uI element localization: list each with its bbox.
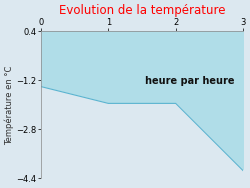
Text: heure par heure: heure par heure — [145, 76, 235, 86]
Title: Evolution de la température: Evolution de la température — [59, 4, 225, 17]
Y-axis label: Température en °C: Température en °C — [4, 65, 14, 145]
